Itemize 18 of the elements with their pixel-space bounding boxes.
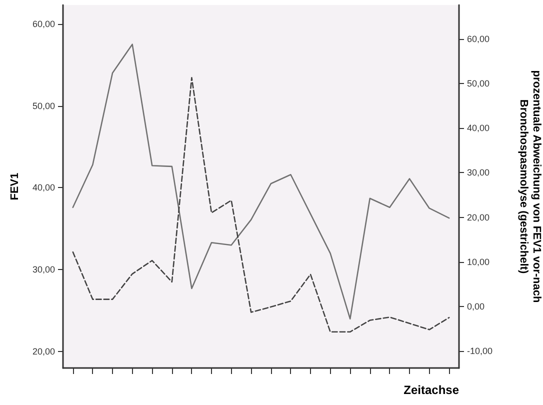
y-tick-label: 40,00 <box>32 182 55 193</box>
y2-axis-title: prozentuale Abweichung von FEV1 vor-nach Bronchospasmolyse (gestrichelt) <box>518 70 542 303</box>
y-tick-label: 60,00 <box>32 18 55 29</box>
y2-tick-label: 40,00 <box>467 123 490 134</box>
y2-tick-label: 20,00 <box>467 212 490 222</box>
line-series <box>72 44 450 320</box>
y-axis-title: FEV1 <box>9 172 22 200</box>
y2-tick-label: 10,00 <box>467 256 490 267</box>
y2-tick-label: 0,00 <box>467 301 485 312</box>
y2-tick-label: 50,00 <box>467 78 490 88</box>
y-tick-label: 30,00 <box>32 264 55 275</box>
y2-tick-label: 60,00 <box>467 34 490 44</box>
y2-tick-label: -10,00 <box>467 346 493 356</box>
x-axis-title: Zeitachse <box>404 383 460 397</box>
line-series <box>72 77 450 333</box>
y-tick-label: 50,00 <box>32 100 55 111</box>
y2-tick-label: 30,00 <box>467 168 490 178</box>
y-tick-label: 20,00 <box>32 346 55 357</box>
